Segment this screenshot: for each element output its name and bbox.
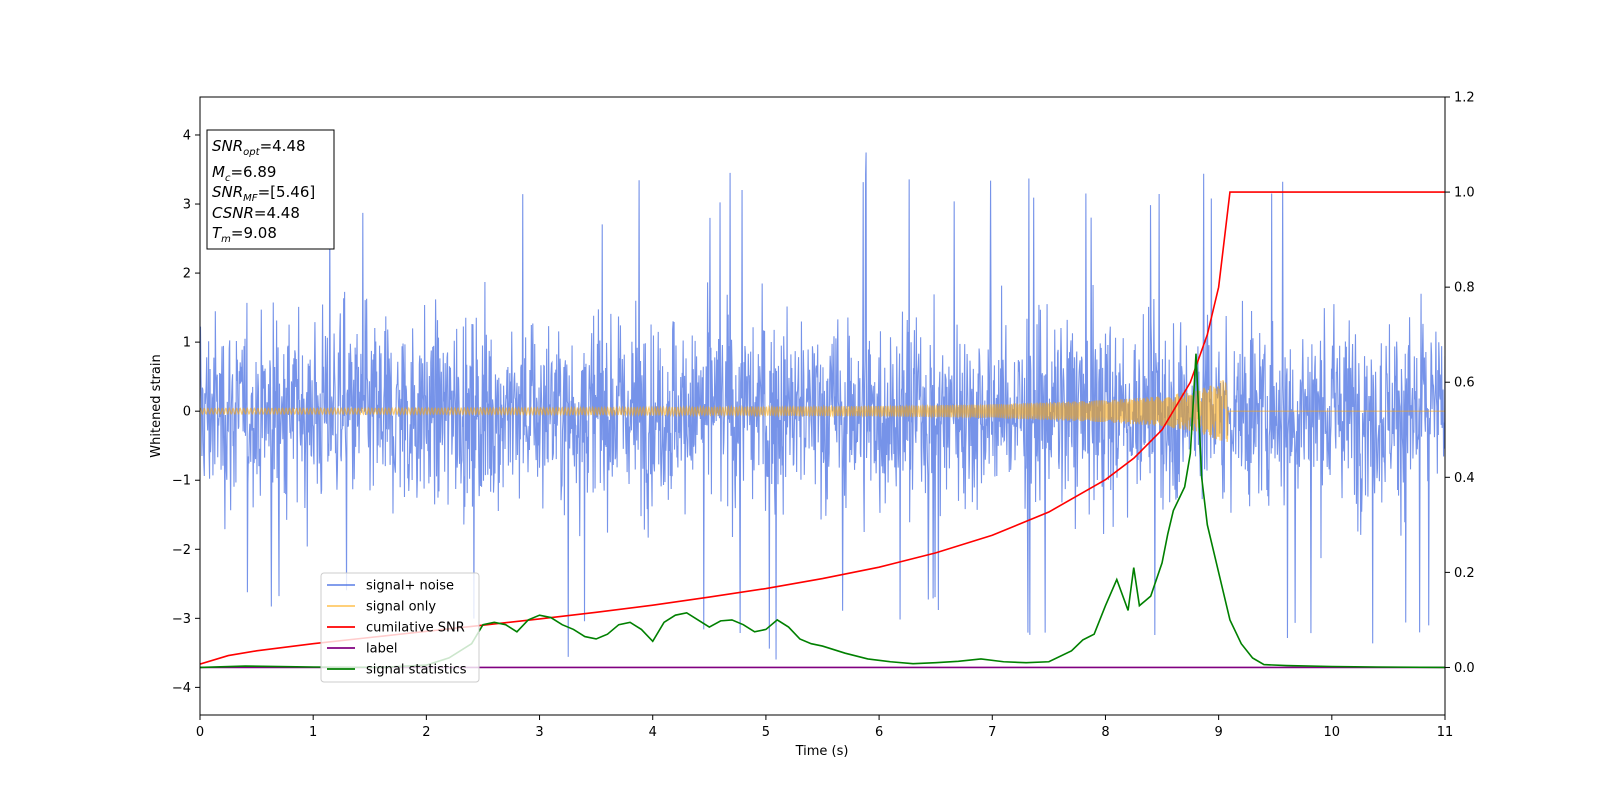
y2-tick-label: 0.4 bbox=[1454, 471, 1475, 486]
y-tick-label: −2 bbox=[172, 543, 191, 558]
x-tick-label: 3 bbox=[535, 725, 543, 740]
x-axis: 0 1 2 3 4 5 6 7 8 9 10 11 bbox=[196, 715, 1453, 740]
info-box: SNRopt=4.48 Mc=6.89 SNRMF=[5.46] CSNR=4.… bbox=[206, 129, 335, 250]
y2-tick-label: 0.0 bbox=[1454, 661, 1475, 676]
legend-label-signal-only: signal only bbox=[366, 600, 436, 615]
y-axis-right: 0.0 0.2 0.4 0.6 0.8 1.0 1.2 bbox=[1445, 91, 1475, 676]
y-tick-label: 4 bbox=[183, 128, 191, 143]
legend-label-cumilative-snr: cumilative SNR bbox=[366, 621, 465, 636]
x-tick-label: 5 bbox=[762, 725, 770, 740]
x-tick-label: 6 bbox=[875, 725, 883, 740]
series-signal-noise bbox=[200, 152, 1445, 660]
info-box-frame bbox=[206, 129, 335, 250]
legend-label-signal-noise: signal+ noise bbox=[366, 579, 454, 594]
y2-tick-label: 0.2 bbox=[1454, 566, 1475, 581]
y-tick-label: −3 bbox=[172, 612, 191, 627]
info-tm: Tm=9.08 bbox=[212, 224, 277, 245]
x-tick-label: 11 bbox=[1437, 725, 1454, 740]
info-snr-mf: SNRMF=[5.46] bbox=[212, 183, 315, 204]
legend-frame bbox=[320, 572, 480, 683]
x-tick-label: 8 bbox=[1101, 725, 1109, 740]
y-tick-label: 3 bbox=[183, 198, 191, 213]
y-tick-label: −4 bbox=[172, 681, 191, 696]
x-tick-label: 1 bbox=[309, 725, 317, 740]
x-axis-label: Time (s) bbox=[795, 744, 849, 759]
legend: signal+ noise signal only cumilative SNR la… bbox=[320, 572, 480, 683]
x-tick-label: 7 bbox=[988, 725, 996, 740]
y2-tick-label: 0.6 bbox=[1454, 376, 1475, 391]
y2-tick-label: 1.0 bbox=[1454, 186, 1475, 201]
x-tick-label: 2 bbox=[422, 725, 430, 740]
y-axis-left: −4 −3 −2 −1 0 1 2 3 4 bbox=[172, 128, 200, 696]
x-tick-label: 9 bbox=[1214, 725, 1222, 740]
x-tick-label: 0 bbox=[196, 725, 204, 740]
x-tick-label: 10 bbox=[1324, 725, 1341, 740]
legend-label-label: label bbox=[366, 642, 397, 657]
series-signal-statistics bbox=[200, 353, 1445, 669]
y-tick-label: 1 bbox=[183, 336, 191, 351]
y2-tick-label: 0.8 bbox=[1454, 281, 1475, 296]
legend-label-signal-statistics: signal statistics bbox=[366, 663, 467, 678]
info-csnr: CSNR=4.48 bbox=[212, 204, 300, 222]
axes-frame bbox=[199, 96, 1446, 716]
y-tick-label: 0 bbox=[183, 405, 191, 420]
y-tick-label: 2 bbox=[183, 267, 191, 282]
y2-tick-label: 1.2 bbox=[1454, 91, 1475, 106]
y-tick-label: −1 bbox=[172, 474, 191, 489]
info-mc: Mc=6.89 bbox=[212, 163, 276, 184]
y-axis-label: Whitened strain bbox=[149, 354, 164, 457]
x-tick-label: 4 bbox=[649, 725, 657, 740]
info-snr-opt: SNRopt=4.48 bbox=[212, 137, 306, 158]
series-signal-only bbox=[200, 379, 1445, 443]
